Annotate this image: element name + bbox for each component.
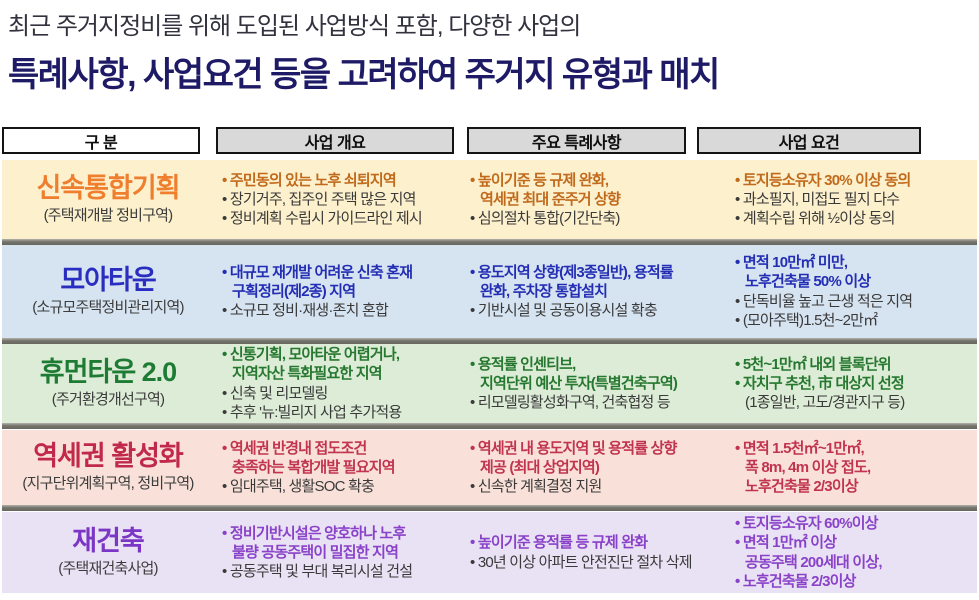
- requirements-cell: • 면적 10만㎡ 미만, 노후건축물 50% 이상 • 단독비율 높고 근생 적…: [735, 245, 979, 338]
- bullet-item: • 리모델링활성화구역, 건축협정 등: [470, 394, 671, 412]
- bullet-item: • 면적 1.5천㎡~1만㎡, 폭 8m, 4m 이상 접도, 노후건축물 2/…: [735, 439, 871, 496]
- row-header-cell: 재건축 (주택재건축사업): [2, 512, 214, 593]
- bullet-item: • 면적 1만㎡ 이상 공동주택 200세대 이상,: [735, 534, 883, 571]
- bullet-item: • 계획수립 위해 ½이상 동의: [735, 210, 895, 228]
- bullet-item: • 정비기반시설은 양호하나 노후 불량 공동주택이 밀집한 지역: [222, 524, 406, 561]
- bullet-item: • 높이기준 등 규제 완화, 역세권 최대 준주거 상향: [470, 171, 621, 208]
- bullet-item: • 단독비율 높고 근생 적은 지역: [735, 292, 913, 310]
- special-cell: • 높이기준 등 규제 완화, 역세권 최대 준주거 상향 • 심의절차 통합(기…: [470, 160, 730, 239]
- row-header-cell: 신속통합기획 (주택재개발 정비구역): [2, 160, 214, 239]
- bullet-item: • 장기거주, 집주인 주택 많은 지역: [222, 190, 416, 208]
- bullet-item: • 용적률 인센티브, 지역단위 예산 투자(특별건축구역): [470, 355, 678, 392]
- row-title: 신속통합기획: [36, 173, 180, 204]
- bullet-item: • 면적 10만㎡ 미만, 노후건축물 50% 이상: [735, 254, 871, 291]
- bullet-item: • 신속한 계획결정 지원: [470, 478, 602, 496]
- table-row: 신속통합기획 (주택재개발 정비구역) • 주민동의 있는 노후 쇠퇴지역 • 장…: [2, 160, 979, 245]
- bullet-item: • 토지등소유자 30% 이상 동의: [735, 171, 911, 189]
- column-header-special: 주요 특례사항: [467, 127, 686, 154]
- column-header-overview: 사업 개요: [216, 127, 454, 154]
- bullet-item: • 공동주택 및 부대 복리시설 건설: [222, 563, 413, 581]
- requirements-cell: • 면적 1.5천㎡~1만㎡, 폭 8m, 4m 이상 접도, 노후건축물 2/…: [735, 430, 979, 505]
- bullet-item: • 기반시설 및 공동이용시설 확충: [470, 302, 658, 320]
- bullet-item: • 심의절차 통합(기간단축): [470, 210, 620, 228]
- overview-cell: • 역세권 반경내 접도조건 충족하는 복합개발 필요지역 • 임대주택, 생활S…: [222, 430, 462, 505]
- overview-cell: • 대규모 재개발 어려운 신축 혼재 구획정리(제2종) 지역 • 소규모 정비…: [222, 245, 462, 338]
- overview-cell: • 신통기획, 모아타운 어렵거나, 지역자산 특화필요한 지역 • 신축 및 리…: [222, 344, 462, 423]
- bullet-item: • 노후건축물 2/3이상: [735, 572, 856, 590]
- row-subtitle: (지구단위계획구역, 정비구역): [22, 474, 194, 492]
- row-subtitle: (소규모주택정비관리지역): [32, 298, 184, 316]
- bullet-item: • 토지등소유자 60%이상: [735, 515, 879, 533]
- table-row: 역세권 활성화 (지구단위계획구역, 정비구역) • 역세권 반경내 접도조건 …: [2, 430, 979, 511]
- row-title: 재건축: [72, 526, 145, 557]
- bullet-item: • 주민동의 있는 노후 쇠퇴지역: [222, 171, 397, 189]
- column-header-gubun: 구 분: [2, 127, 200, 154]
- bullet-item: (1종일반, 고도/경관지구 등): [745, 394, 905, 412]
- page-title: 특례사항, 사업요건 등을 고려하여 주거지 유형과 매치: [8, 56, 720, 94]
- special-cell: • 용도지역 상향(제3종일반), 용적률 완화, 주차장 통합설치 • 기반시설…: [470, 245, 730, 338]
- table-row: 모아타운 (소규모주택정비관리지역) • 대규모 재개발 어려운 신축 혼재 구…: [2, 245, 979, 344]
- bullet-item: • (모아주택)1.5천~2만㎡: [735, 311, 878, 329]
- row-header-cell: 역세권 활성화 (지구단위계획구역, 정비구역): [2, 430, 214, 505]
- bullet-item: • 신축 및 리모델링: [222, 384, 328, 402]
- bullet-item: • 소규모 정비·재생·존치 혼합: [222, 302, 389, 320]
- bullet-item: • 5천~1만㎡ 내외 블록단위: [735, 355, 892, 373]
- bullet-item: • 임대주택, 생활SOC 확충: [222, 478, 375, 496]
- overview-cell: • 주민동의 있는 노후 쇠퇴지역 • 장기거주, 집주인 주택 많은 지역 • 정…: [222, 160, 462, 239]
- bullet-item: • 과소필지, 미접도 필지 다수: [735, 190, 900, 208]
- row-subtitle: (주거환경개선구역): [51, 390, 165, 408]
- requirements-cell: • 토지등소유자 30% 이상 동의 • 과소필지, 미접도 필지 다수 • 계획수…: [735, 160, 979, 239]
- bullet-item: • 정비계획 수립시 가이드라인 제시: [222, 210, 423, 228]
- table-row: 휴먼타운 2.0 (주거환경개선구역) • 신통기획, 모아타운 어렵거나, 지…: [2, 344, 979, 429]
- row-title: 모아타운: [60, 265, 156, 296]
- row-header-cell: 모아타운 (소규모주택정비관리지역): [2, 245, 214, 338]
- page-subtitle: 최근 주거지정비를 위해 도입된 사업방식 포함, 다양한 사업의: [8, 13, 581, 40]
- bullet-item: • 용도지역 상향(제3종일반), 용적률 완화, 주차장 통합설치: [470, 263, 674, 300]
- requirements-cell: • 토지등소유자 60%이상 • 면적 1만㎡ 이상 공동주택 200세대 이상,…: [735, 512, 979, 593]
- row-title: 휴먼타운 2.0: [39, 357, 177, 388]
- bullet-item: • 30년 이상 아파트 안전진단 절차 삭제: [470, 553, 693, 571]
- special-cell: • 역세권 내 용도지역 및 용적률 상향 제공 (최대 상업지역) • 신속한 …: [470, 430, 730, 505]
- special-cell: • 용적률 인센티브, 지역단위 예산 투자(특별건축구역) • 리모델링활성화구…: [470, 344, 730, 423]
- requirements-cell: • 5천~1만㎡ 내외 블록단위 • 자치구 추천, 市 대상지 선정 (1종일반,…: [735, 344, 979, 423]
- row-subtitle: (주택재개발 정비구역): [43, 206, 174, 224]
- bullet-item: • 역세권 반경내 접도조건 충족하는 복합개발 필요지역: [222, 439, 396, 476]
- row-title: 역세권 활성화: [33, 441, 184, 472]
- bullet-item: • 신통기획, 모아타운 어렵거나, 지역자산 특화필요한 지역: [222, 346, 400, 383]
- bullet-item: • 역세권 내 용도지역 및 용적률 상향 제공 (최대 상업지역): [470, 439, 677, 476]
- bullet-item: • 추후 '뉴:빌리지 사업 추가적용: [222, 403, 402, 421]
- special-cell: • 높이기준 용적률 등 규제 완화 • 30년 이상 아파트 안전진단 절차 삭…: [470, 512, 730, 593]
- bullet-item: • 높이기준 용적률 등 규제 완화: [470, 534, 648, 552]
- overview-cell: • 정비기반시설은 양호하나 노후 불량 공동주택이 밀집한 지역 • 공동주택 …: [222, 512, 462, 593]
- row-header-cell: 휴먼타운 2.0 (주거환경개선구역): [2, 344, 214, 423]
- bullet-item: • 자치구 추천, 市 대상지 선정: [735, 374, 905, 392]
- row-subtitle: (주택재건축사업): [58, 559, 158, 577]
- table-row: 재건축 (주택재건축사업) • 정비기반시설은 양호하나 노후 불량 공동주택이…: [2, 512, 977, 593]
- bullet-item: • 대규모 재개발 어려운 신축 혼재 구획정리(제2종) 지역: [222, 263, 413, 300]
- column-header-requirements: 사업 요건: [697, 127, 921, 154]
